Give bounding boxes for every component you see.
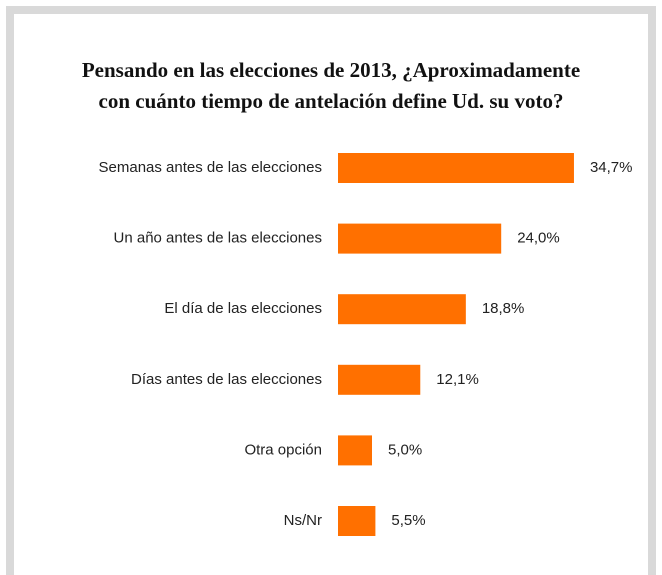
category-label: Días antes de las elecciones bbox=[131, 371, 322, 388]
value-label: 12,1% bbox=[436, 371, 479, 388]
category-label: El día de las elecciones bbox=[164, 300, 322, 317]
frame bbox=[6, 6, 656, 575]
bar bbox=[338, 153, 574, 183]
bar bbox=[338, 223, 502, 254]
bar bbox=[338, 435, 372, 466]
chart-title: con cuánto tiempo de antelación define U… bbox=[99, 89, 564, 113]
category-label: Otra opción bbox=[244, 441, 322, 458]
bar bbox=[338, 294, 466, 325]
value-label: 24,0% bbox=[517, 230, 560, 247]
bar bbox=[338, 506, 376, 536]
bar bbox=[338, 364, 421, 395]
chart-title: Pensando en las elecciones de 2013, ¿Apr… bbox=[82, 58, 580, 82]
category-label: Un año antes de las elecciones bbox=[114, 230, 322, 247]
value-label: 5,0% bbox=[388, 441, 422, 458]
category-label: Ns/Nr bbox=[284, 512, 322, 529]
value-label: 5,5% bbox=[391, 512, 425, 529]
category-label: Semanas antes de las elecciones bbox=[99, 159, 322, 176]
value-label: 18,8% bbox=[482, 300, 525, 317]
value-label: 34,7% bbox=[590, 159, 633, 176]
